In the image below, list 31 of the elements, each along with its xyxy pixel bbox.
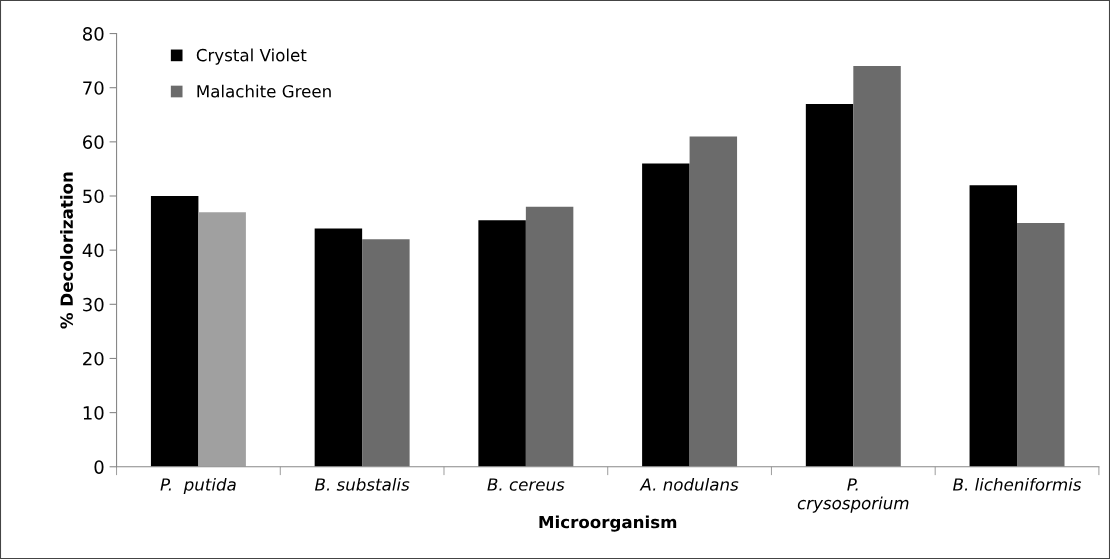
legend-label: Crystal Violet (196, 48, 307, 65)
y-tick-label: 0 (94, 460, 104, 474)
y-tick-label: 10 (83, 406, 104, 420)
bar (1017, 223, 1065, 467)
bar (689, 136, 738, 467)
bar (478, 220, 526, 467)
y-tick-label: 20 (83, 351, 104, 366)
x-tick-label: B. cereus (487, 478, 565, 491)
bar (805, 103, 854, 467)
y-tick-label: 50 (83, 189, 104, 204)
bar (198, 212, 246, 467)
y-tick-label: 60 (83, 135, 104, 149)
x-tick-label: B. licheniformis (953, 477, 1082, 491)
bar (642, 163, 690, 467)
y-tick-label: 80 (82, 27, 104, 41)
x-tick-label: A. nodulans (639, 477, 739, 491)
bar (525, 206, 574, 467)
bar (150, 196, 199, 467)
bar (853, 66, 901, 467)
y-tick-label: 30 (83, 297, 104, 312)
x-tick-label: P. putida (160, 477, 236, 495)
y-tick-label: 70 (83, 81, 104, 95)
x-tick-label: B. substalis (314, 477, 410, 491)
y-tick-label: 40 (82, 243, 104, 258)
legend-label: Malachite Green (197, 84, 331, 98)
x-tick-label: P. crysosporium (797, 478, 909, 513)
y-axis-title: % Decolorization (60, 172, 73, 329)
bar (314, 228, 363, 467)
x-axis-title: Microorganism (539, 515, 677, 532)
bar (969, 185, 1018, 467)
bar (362, 239, 410, 467)
